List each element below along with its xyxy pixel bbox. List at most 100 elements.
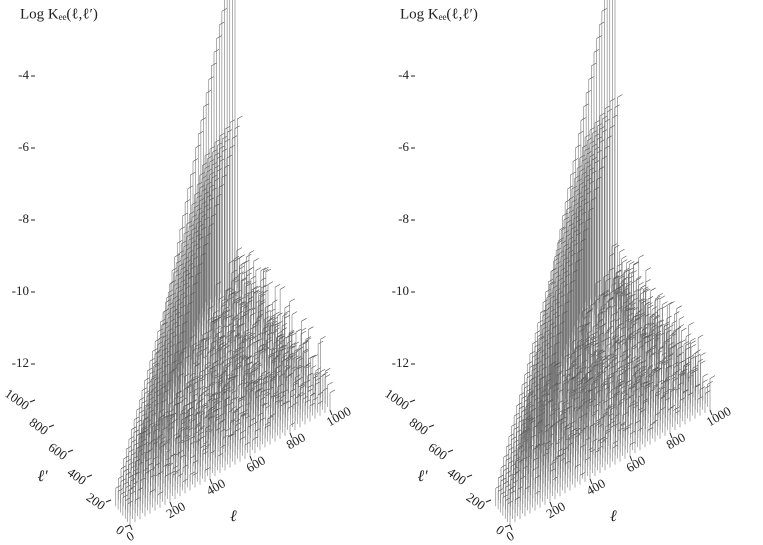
surface-line bbox=[579, 328, 585, 332]
surface-line bbox=[589, 335, 596, 340]
surface-line bbox=[191, 399, 197, 403]
surface-line bbox=[606, 327, 613, 331]
surface-line bbox=[211, 161, 218, 166]
surface-line bbox=[219, 21, 225, 26]
surface-line bbox=[219, 145, 225, 149]
surface-line bbox=[649, 422, 656, 426]
surface-line bbox=[624, 267, 630, 272]
surface-line bbox=[258, 374, 264, 379]
surface-line bbox=[613, 347, 620, 352]
surface-line bbox=[274, 399, 281, 403]
surface-line bbox=[214, 375, 220, 379]
z-tick-label: -6 bbox=[18, 139, 29, 154]
surface-line bbox=[215, 281, 222, 285]
surface-line bbox=[664, 379, 671, 383]
surface-line bbox=[219, 335, 226, 340]
surface-line bbox=[642, 365, 648, 369]
surface-line bbox=[262, 284, 269, 288]
surface-line bbox=[125, 484, 131, 489]
surface-line bbox=[582, 380, 589, 385]
surface-line bbox=[245, 281, 252, 285]
surface-line bbox=[213, 49, 220, 53]
surface-line bbox=[301, 318, 307, 322]
surface-line bbox=[181, 346, 188, 351]
surface-line bbox=[225, 376, 232, 381]
surface-line bbox=[676, 305, 682, 309]
surface-line bbox=[246, 356, 253, 360]
surface-line bbox=[567, 405, 573, 409]
surface-line bbox=[533, 384, 540, 388]
surface-line bbox=[207, 317, 214, 321]
surface-line bbox=[193, 230, 199, 234]
surface-line bbox=[159, 357, 165, 361]
surface-line bbox=[643, 335, 649, 339]
surface-line bbox=[225, 386, 231, 391]
surface-line bbox=[183, 269, 189, 273]
x-tick-label: 400 bbox=[583, 475, 607, 498]
surface-line bbox=[574, 464, 581, 468]
surface-line bbox=[239, 436, 246, 440]
surface-line bbox=[220, 303, 227, 308]
surface-line bbox=[227, 329, 233, 333]
surface-line bbox=[180, 454, 186, 458]
surface-line bbox=[500, 491, 506, 495]
surface-line bbox=[327, 381, 333, 386]
surface-line bbox=[133, 416, 140, 421]
surface-line bbox=[549, 281, 555, 285]
surface-line bbox=[209, 184, 215, 189]
surface-line bbox=[247, 381, 254, 385]
surface-line bbox=[551, 361, 557, 365]
surface-line bbox=[200, 252, 206, 257]
surface-line bbox=[208, 223, 214, 227]
y-tick-label: 400 bbox=[65, 464, 90, 487]
surface-line bbox=[533, 363, 539, 367]
surface-line bbox=[194, 425, 201, 429]
surface-line bbox=[578, 379, 584, 383]
surface-line bbox=[615, 286, 621, 290]
surface-line bbox=[603, 290, 610, 294]
surface-line bbox=[230, 291, 237, 295]
surface-line bbox=[640, 284, 646, 289]
y-tick-label: 200 bbox=[84, 489, 109, 512]
surface-line bbox=[280, 347, 287, 352]
surface-line bbox=[569, 433, 576, 438]
surface-line bbox=[552, 298, 558, 302]
surface-line bbox=[180, 408, 187, 412]
surface-line bbox=[161, 322, 167, 326]
surface-line bbox=[233, 275, 239, 280]
surface-line bbox=[186, 380, 192, 384]
surface-line bbox=[144, 470, 151, 474]
surface-line bbox=[614, 318, 621, 322]
surface-line bbox=[619, 248, 625, 253]
y-axis-title: ℓ′ bbox=[418, 468, 429, 485]
surface-line bbox=[697, 358, 704, 363]
surface-line bbox=[522, 428, 528, 433]
surface-line bbox=[224, 164, 230, 169]
surface-line bbox=[670, 387, 676, 391]
surface-line bbox=[205, 364, 211, 369]
surface-line bbox=[622, 412, 628, 416]
surface-line bbox=[177, 400, 184, 405]
surface-line bbox=[244, 441, 251, 446]
surface-line bbox=[154, 462, 161, 467]
surface-line bbox=[310, 392, 316, 396]
surface-line bbox=[604, 145, 610, 150]
surface-line bbox=[678, 316, 685, 320]
z-axis-title: Log Kₑₑ(ℓ,ℓ′) bbox=[20, 6, 98, 22]
surface-line bbox=[545, 289, 551, 293]
surface-line bbox=[260, 277, 266, 281]
surface-line bbox=[179, 226, 186, 230]
surface-line bbox=[593, 342, 600, 346]
surface-line bbox=[162, 414, 169, 419]
surface-line bbox=[184, 311, 191, 315]
surface-line bbox=[587, 447, 594, 451]
surface-line bbox=[690, 344, 697, 348]
surface-line bbox=[575, 365, 581, 370]
surface-line bbox=[632, 322, 638, 326]
surface-line bbox=[573, 215, 579, 220]
surface-line bbox=[314, 381, 321, 385]
surface-line bbox=[515, 458, 521, 462]
surface-line bbox=[263, 391, 269, 396]
surface-line bbox=[554, 407, 561, 411]
